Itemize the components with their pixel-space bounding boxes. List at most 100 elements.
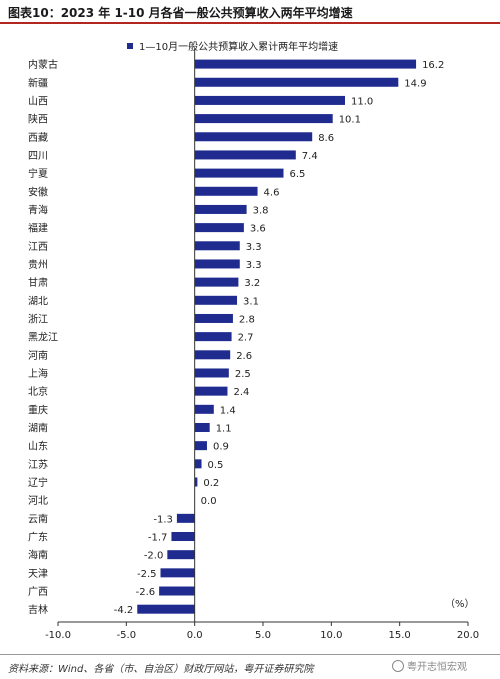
x-tick-label: 5.0: [255, 630, 271, 641]
data-label: 3.1: [243, 296, 259, 307]
data-label: 0.0: [201, 496, 217, 507]
title-bar: 图表10：2023 年 1-10 月各省一般公共预算收入两年平均增速: [0, 0, 500, 24]
x-tick-label: 15.0: [389, 630, 411, 641]
category-label: 云南: [28, 512, 48, 525]
bar: [194, 404, 214, 414]
category-label: 北京: [28, 385, 48, 398]
x-tick-label: 0.0: [187, 630, 203, 641]
data-label: 14.9: [404, 78, 426, 89]
category-label: 湖北: [28, 295, 48, 307]
wechat-icon: [392, 659, 404, 672]
bar: [194, 350, 231, 360]
bar: [194, 114, 333, 124]
category-label: 海南: [28, 549, 48, 562]
bar: [194, 132, 313, 142]
data-label: 0.2: [203, 478, 219, 489]
bar: [194, 313, 233, 323]
category-label: 西藏: [28, 132, 48, 144]
data-label: 3.3: [246, 260, 262, 271]
category-label: 甘肃: [28, 276, 48, 289]
bar: [159, 586, 195, 596]
unit-label: （%）: [445, 599, 475, 610]
bar: [171, 532, 195, 542]
category-label: 广东: [28, 531, 48, 544]
data-label: 3.3: [246, 242, 262, 253]
category-label: 宁夏: [28, 167, 48, 180]
bar: [194, 77, 399, 87]
data-label: 3.8: [253, 205, 269, 216]
data-label: 3.2: [244, 278, 260, 289]
legend-swatch: [127, 42, 133, 49]
data-label: 2.6: [236, 351, 252, 362]
data-label: -4.2: [114, 605, 134, 616]
legend-label: 1—10月一般公共预算收入累计两年平均增速: [139, 42, 339, 53]
data-label: 10.1: [339, 115, 361, 126]
category-label: 黑龙江: [28, 331, 58, 344]
category-label: 广西: [28, 586, 48, 598]
bar: [194, 277, 239, 287]
x-tick-label: 10.0: [320, 630, 342, 641]
data-label: -2.0: [144, 551, 164, 562]
category-label: 上海: [28, 367, 48, 380]
data-label: 7.4: [302, 151, 318, 162]
bar: [194, 477, 198, 487]
bar: [194, 168, 284, 178]
data-label: 2.4: [233, 387, 249, 398]
category-label: 新疆: [28, 76, 48, 89]
category-label: 四川: [28, 151, 48, 162]
bar: [194, 259, 240, 269]
x-tick-label: 20.0: [457, 630, 479, 641]
data-label: 2.7: [238, 333, 254, 344]
data-label: 11.0: [351, 96, 373, 107]
watermark: 粤开志恒宏观: [392, 658, 467, 673]
bar: [160, 568, 195, 578]
legend: 1—10月一般公共预算收入累计两年平均增速: [127, 38, 338, 53]
category-label: 内蒙古: [28, 58, 58, 71]
chart-title: 图表10：2023 年 1-10 月各省一般公共预算收入两年平均增速: [8, 6, 353, 20]
footer-divider: [0, 654, 500, 655]
bar-chart: 内蒙古 16.2 新疆 14.9 山西 11.0 陕西 10.1 西藏 8.6 四川 7.4 宁夏 6.5…: [28, 49, 479, 641]
bar: [194, 241, 240, 251]
x-tick-label: -5.0: [117, 630, 137, 641]
category-label: 天津: [28, 568, 48, 580]
category-label: 山东: [28, 440, 48, 453]
title-underline: [0, 22, 500, 24]
watermark-label: 粤开志恒宏观: [407, 662, 467, 673]
data-label: 2.8: [239, 314, 255, 325]
category-label: 河南: [28, 349, 48, 362]
bar: [194, 459, 202, 469]
data-label: 8.6: [318, 133, 334, 144]
bar: [137, 604, 195, 614]
data-label: -1.3: [153, 514, 173, 525]
bar: [194, 204, 247, 214]
bar: [194, 422, 210, 432]
bar: [194, 186, 258, 196]
bar: [194, 95, 345, 105]
data-label: -1.7: [148, 533, 168, 544]
category-label: 辽宁: [28, 476, 48, 489]
bar: [176, 513, 195, 523]
bar: [194, 150, 296, 160]
data-label: 3.6: [250, 224, 266, 235]
data-label: -2.6: [136, 587, 156, 598]
category-label: 山西: [28, 95, 48, 107]
data-label: 0.9: [213, 442, 229, 453]
category-label: 江苏: [28, 458, 48, 471]
category-label: 江西: [28, 241, 48, 253]
bar: [194, 295, 238, 305]
data-label: -2.5: [137, 569, 157, 580]
data-label: 4.6: [264, 187, 280, 198]
data-label: 6.5: [290, 169, 306, 180]
data-label: 1.4: [220, 405, 236, 416]
category-label: 重庆: [28, 403, 48, 416]
data-label: 2.5: [235, 369, 251, 380]
bar: [194, 332, 232, 342]
category-label: 贵州: [28, 258, 48, 271]
bar: [194, 223, 244, 233]
source-note: 资料来源：Wind、各省（市、自治区）财政厅网站，粤开证券研究院: [8, 664, 314, 675]
category-label: 安徽: [28, 185, 48, 198]
category-label: 陕西: [28, 113, 48, 126]
data-label: 16.2: [422, 60, 444, 71]
category-label: 浙江: [28, 313, 48, 325]
bar: [194, 59, 417, 69]
